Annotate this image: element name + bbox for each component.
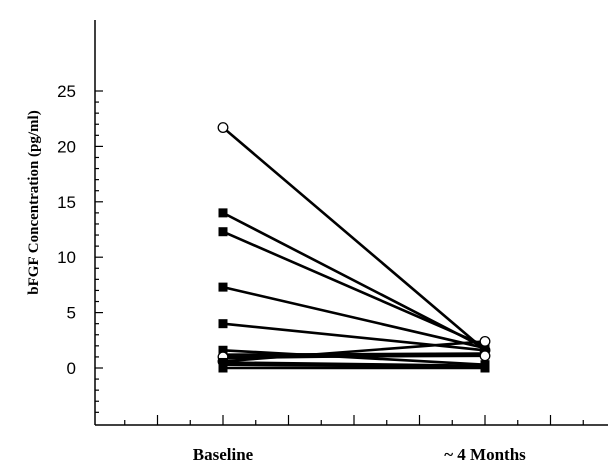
- data-point-filled-square: [218, 363, 228, 373]
- data-point-filled-square: [218, 208, 228, 218]
- y-tick-label: 15: [57, 193, 76, 212]
- series-markers: [217, 122, 491, 373]
- data-point-filled-square: [218, 282, 228, 292]
- y-tick-label: 10: [57, 248, 76, 267]
- y-axis-title: bFGF Concentration (pg/ml): [26, 110, 42, 294]
- y-tick-label: 5: [67, 304, 76, 323]
- axes: [94, 20, 608, 426]
- y-tick-label: 25: [57, 82, 76, 101]
- series-line: [222, 230, 486, 348]
- series-line: [222, 285, 486, 350]
- series-lines: [222, 126, 486, 370]
- y-tick-label: 20: [57, 137, 76, 156]
- y-tick-label: 0: [67, 359, 76, 378]
- series-line: [222, 363, 486, 369]
- x-category-label: ~ 4 Months: [444, 445, 526, 464]
- series-line: [222, 354, 486, 359]
- data-point-filled-square: [218, 227, 228, 237]
- series-line: [222, 352, 486, 357]
- data-point-open-circle: [479, 350, 491, 362]
- data-point-filled-square: [218, 319, 228, 329]
- series-line: [222, 126, 486, 352]
- data-point-open-circle: [479, 335, 491, 347]
- axis-labels: 0 5 10 15 20 25 Baseline ~ 4 Months bFGF Concent…: [26, 82, 526, 464]
- data-point-open-circle: [217, 122, 229, 134]
- data-point-filled-square: [480, 363, 490, 373]
- x-category-label: Baseline: [193, 445, 254, 464]
